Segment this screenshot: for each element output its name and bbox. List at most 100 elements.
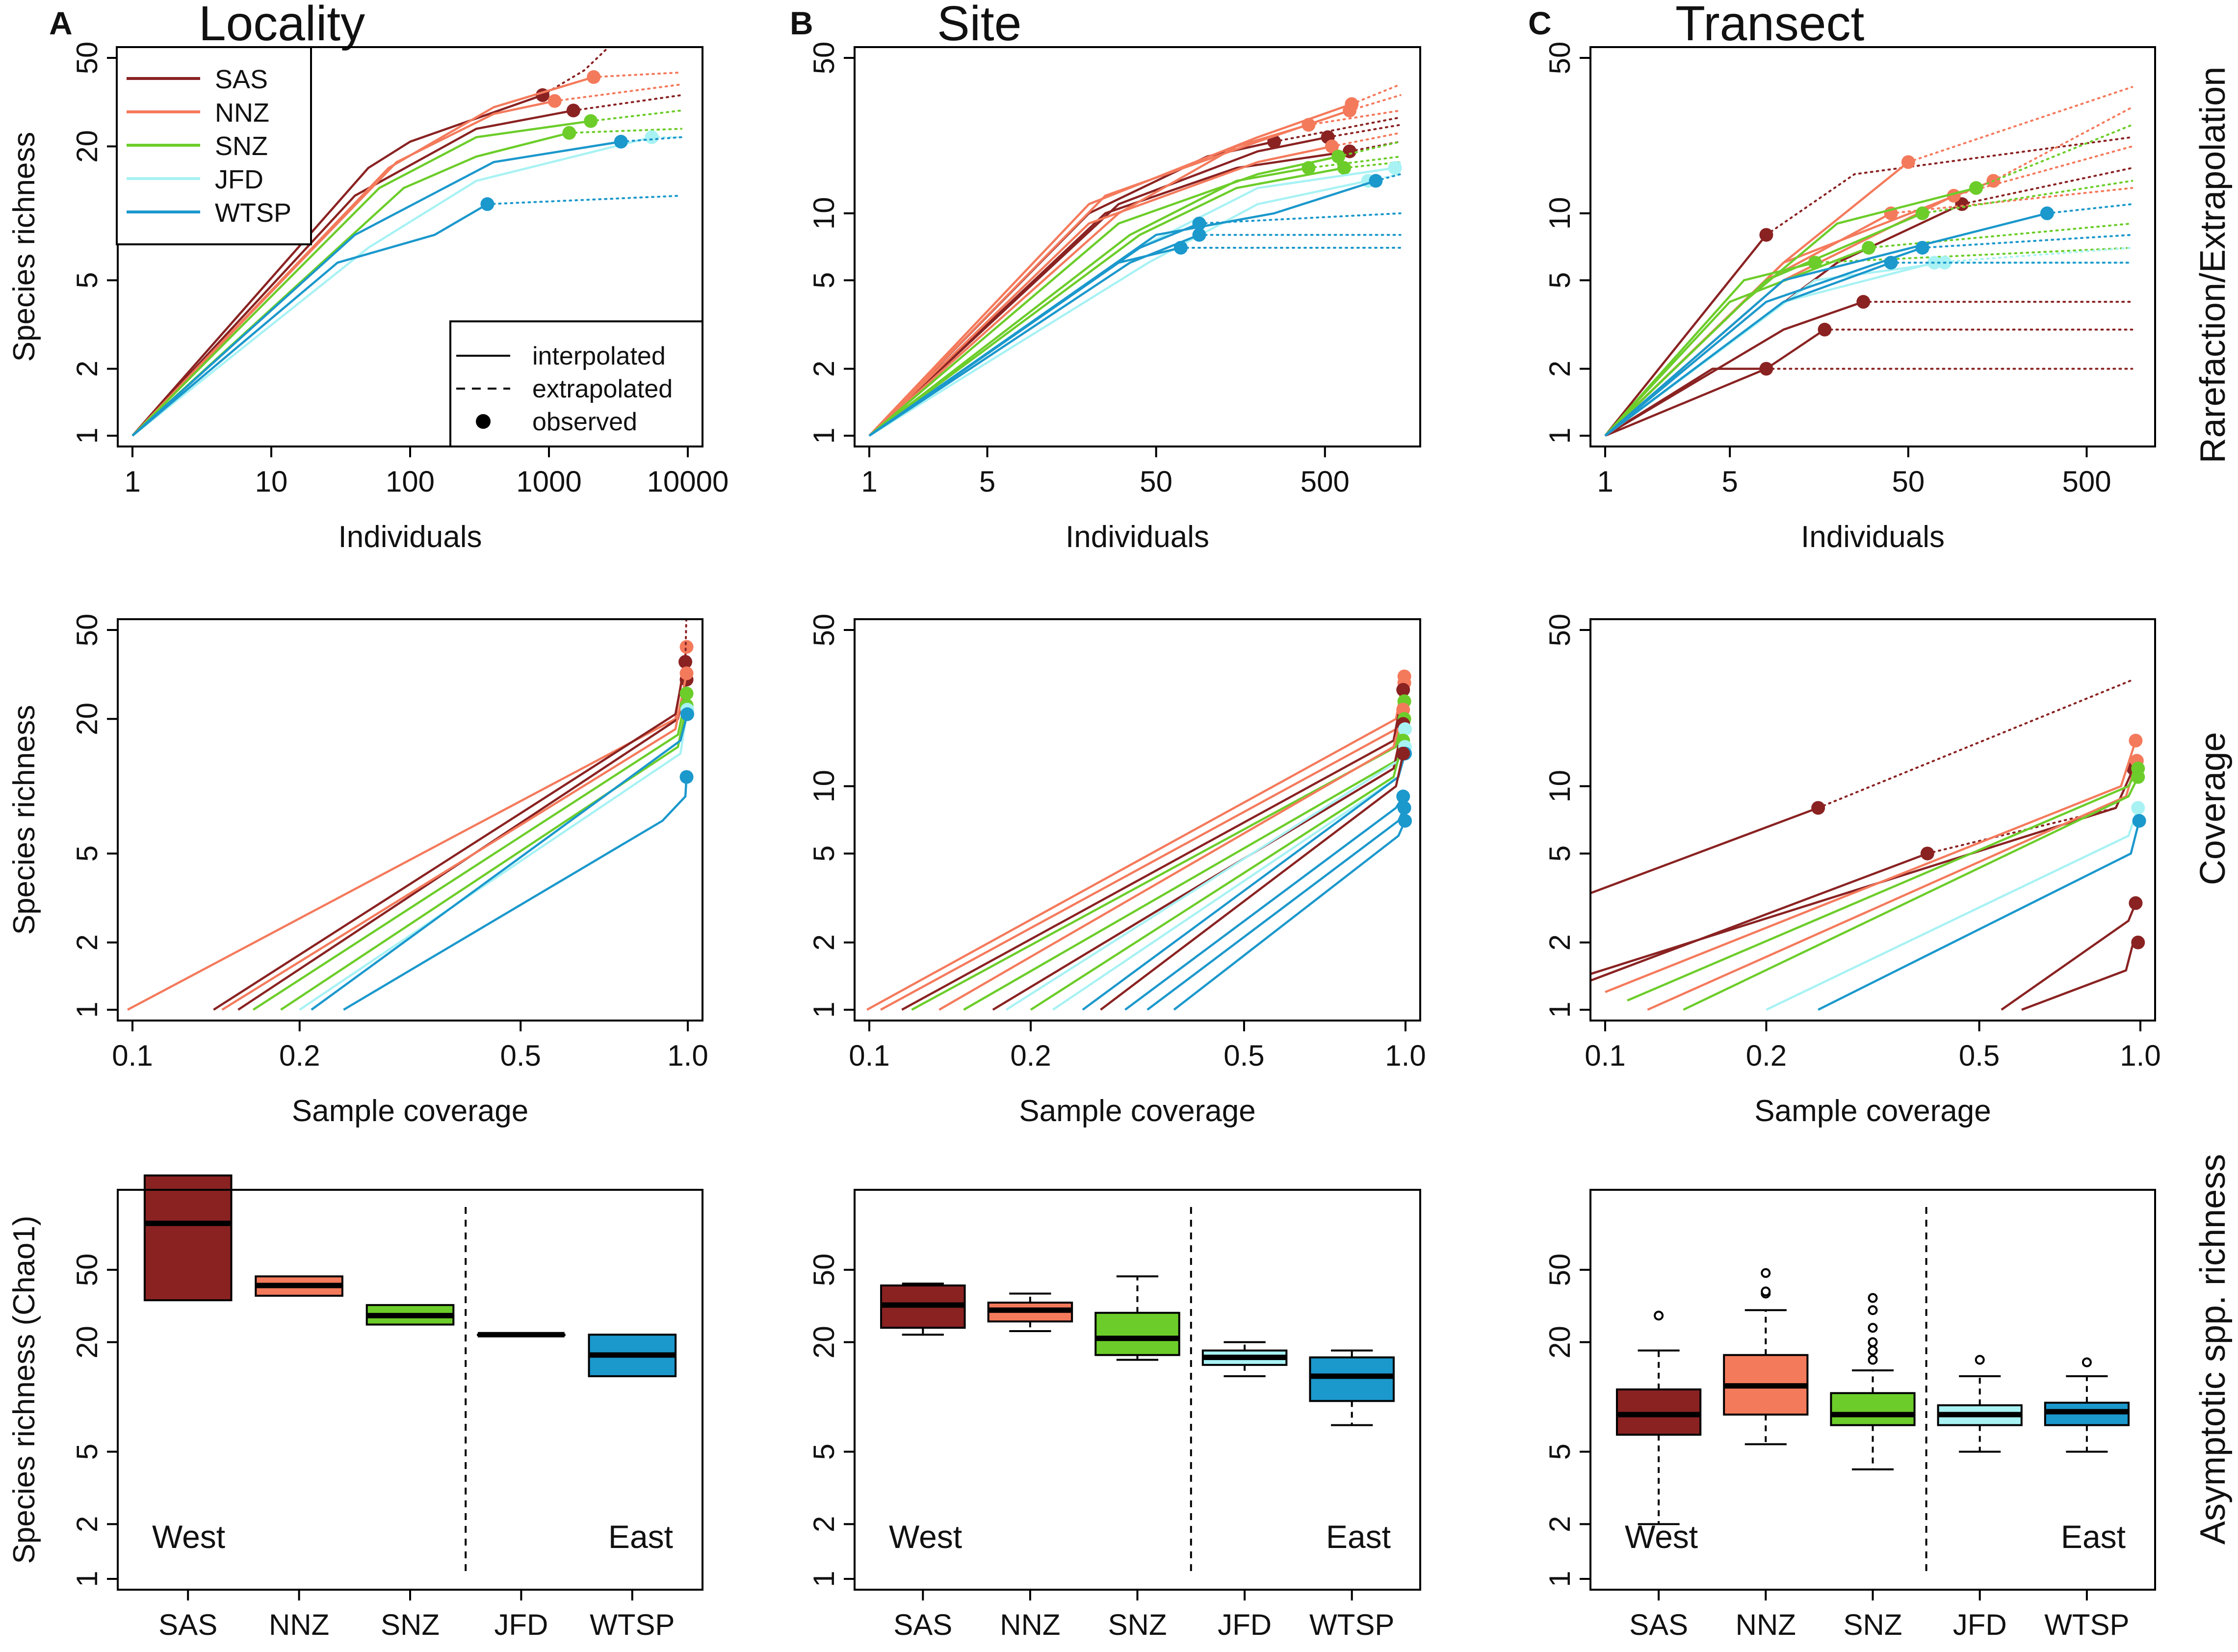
- x-axis-label: Sample coverage: [1019, 1094, 1256, 1128]
- plot-frame: [854, 1189, 1421, 1591]
- panel-B-rarefaction: 1 5 50 500 Individuals 1 2 5 10 50: [807, 42, 1421, 554]
- panel-A-coverage: 0.1 0.2 0.5 1.0 Sample coverage 1 2 5 20 50 Specie…: [7, 614, 708, 1128]
- series-nnz-observed-point-6: [1325, 139, 1339, 154]
- series-nnz-observed-point-4: [1343, 104, 1357, 118]
- series-sas-extrapolated-1: [684, 619, 687, 663]
- y-tick-label: 5: [1543, 1443, 1576, 1460]
- x-axis-label: Sample coverage: [292, 1094, 529, 1128]
- series-nnz-observed-point-0: [679, 640, 694, 654]
- x-axis-label: Individuals: [1801, 520, 1945, 554]
- legend-label-wtsp: WTSP: [215, 198, 291, 228]
- plot-area: [131, 47, 683, 437]
- x-tick-label: 5: [979, 465, 995, 498]
- series-sas-observed-point-1: [678, 655, 693, 669]
- box-snz-outlier: [1868, 1345, 1878, 1356]
- series-snz-observed-point-11: [1862, 240, 1876, 255]
- series-jfd-observed-point-6: [645, 130, 659, 144]
- box-snz: [1094, 1311, 1180, 1356]
- x-tick-label: 0.1: [112, 1039, 153, 1072]
- plot-frame: [117, 618, 703, 1022]
- y-tick-label: 2: [71, 361, 104, 377]
- y-tick-label: 2: [1543, 934, 1576, 950]
- x-tick-label: 0.2: [1746, 1039, 1787, 1072]
- column-title-site: Site: [937, 0, 1021, 51]
- column-title-locality: Locality: [199, 0, 365, 51]
- box-wtsp-outlier: [2082, 1357, 2092, 1367]
- series-snz-observed-point-7: [1331, 150, 1346, 164]
- plot-area: [1604, 86, 2134, 437]
- panels: 1 10 100 1000 10000 Individuals 1 2 5 20 50 Species…: [7, 42, 2161, 1641]
- series-sas-observed-point-9: [2131, 935, 2145, 949]
- y-tick-label: 50: [1543, 42, 1576, 75]
- series-sas-observed-point-2: [1396, 682, 1410, 697]
- column-title-transect: Transect: [1675, 0, 1865, 51]
- series-nnz-observed-point-3: [679, 666, 694, 681]
- series-wtsp-observed-point-14: [1398, 813, 1412, 828]
- box-sas-outlier: [1654, 1311, 1664, 1321]
- x-tick-label: 1000: [516, 465, 581, 498]
- series-sas-extrapolated-1: [1327, 124, 1402, 138]
- y-tick-label: 5: [1543, 845, 1576, 862]
- series-snz-extrapolated-5: [568, 128, 683, 134]
- series-wtsp-interpolated-8: [1818, 820, 2140, 1011]
- x-tick-label-nnz: NNZ: [269, 1608, 329, 1641]
- series-snz-observed-point-9: [1337, 161, 1352, 175]
- series-wtsp-observed-point-12: [1396, 789, 1410, 804]
- box-snz-outlier: [1868, 1293, 1878, 1303]
- series-sas-extrapolated-0: [542, 47, 610, 96]
- y-tick-label: 1: [807, 1001, 840, 1018]
- x-tick-label-wtsp: WTSP: [1309, 1608, 1394, 1641]
- series-sas-observed-point-0: [1811, 801, 1825, 815]
- x-tick-label-snz: SNZ: [381, 1608, 440, 1641]
- y-tick-label: 1: [71, 1001, 104, 1018]
- x-tick-label-nnz: NNZ: [1000, 1608, 1060, 1641]
- series-nnz-interpolated-5: [868, 124, 1309, 437]
- y-tick-label: 5: [807, 845, 840, 862]
- x-tick-label: 10000: [647, 465, 729, 498]
- y-tick-label: 20: [1543, 1326, 1576, 1359]
- series-wtsp-extrapolated-8: [620, 136, 683, 143]
- y-tick-label: 2: [71, 1516, 104, 1532]
- x-tick-label: 5: [1722, 465, 1738, 498]
- x-tick-label-sas: SAS: [1629, 1608, 1688, 1641]
- series-wtsp-observed-point-7: [680, 707, 695, 721]
- x-tick-label: 0.5: [500, 1039, 541, 1072]
- box-snz-outlier: [1868, 1337, 1878, 1347]
- series-snz-interpolated-4: [131, 120, 591, 437]
- y-axis-label: Species richness (Chao1): [7, 1216, 41, 1564]
- x-tick-label: 0.2: [1010, 1039, 1051, 1072]
- x-tick-label: 1.0: [1385, 1039, 1426, 1072]
- x-tick-label: 1: [861, 465, 877, 498]
- series-nnz-extrapolated-7: [1952, 145, 2134, 197]
- panel-B-asymptotic: West East SAS NNZ SNZ JFD WTSP 1 2 5 20 50: [807, 1189, 1421, 1641]
- x-tick-label: 0.1: [1585, 1039, 1625, 1072]
- plot-area: [866, 669, 1412, 1011]
- region-label-east: East: [2061, 1519, 2126, 1555]
- legend-label-nnz: NNZ: [215, 98, 269, 128]
- series-sas-interpolated-2: [1590, 768, 2134, 975]
- series-wtsp-observed-point-15: [1369, 174, 1383, 188]
- series-nnz-observed-point-5: [1301, 118, 1316, 132]
- series-snz-observed-point-6: [2131, 770, 2145, 784]
- series-nnz-observed-point-5: [1901, 155, 1915, 169]
- series-wtsp-interpolated-17: [1604, 246, 1923, 437]
- y-tick-label: 2: [807, 1516, 840, 1532]
- x-axis-label: Sample coverage: [1754, 1094, 1991, 1128]
- y-tick-label: 50: [71, 1254, 104, 1286]
- y-tick-label: 5: [1543, 272, 1576, 288]
- series-sas-extrapolated-0: [1817, 679, 2134, 809]
- series-wtsp-observed-point-13: [1397, 801, 1411, 815]
- x-axis-label: Individuals: [1066, 520, 1209, 554]
- y-tick-label: 5: [71, 1443, 104, 1460]
- y-tick-label: 5: [807, 272, 840, 288]
- legend-label-interpolated: interpolated: [532, 342, 666, 370]
- y-tick-label: 5: [71, 845, 104, 862]
- series-wtsp-extrapolated-15: [1375, 173, 1402, 182]
- series-nnz-interpolated-3: [1605, 740, 2137, 994]
- series-wtsp-interpolated-8: [343, 777, 688, 1011]
- series-snz-interpolated-6: [1683, 776, 2139, 1011]
- x-tick-label: 10: [255, 465, 288, 498]
- series-snz-observed-point-9: [1969, 181, 1983, 195]
- series-nnz-interpolated-3: [131, 100, 555, 437]
